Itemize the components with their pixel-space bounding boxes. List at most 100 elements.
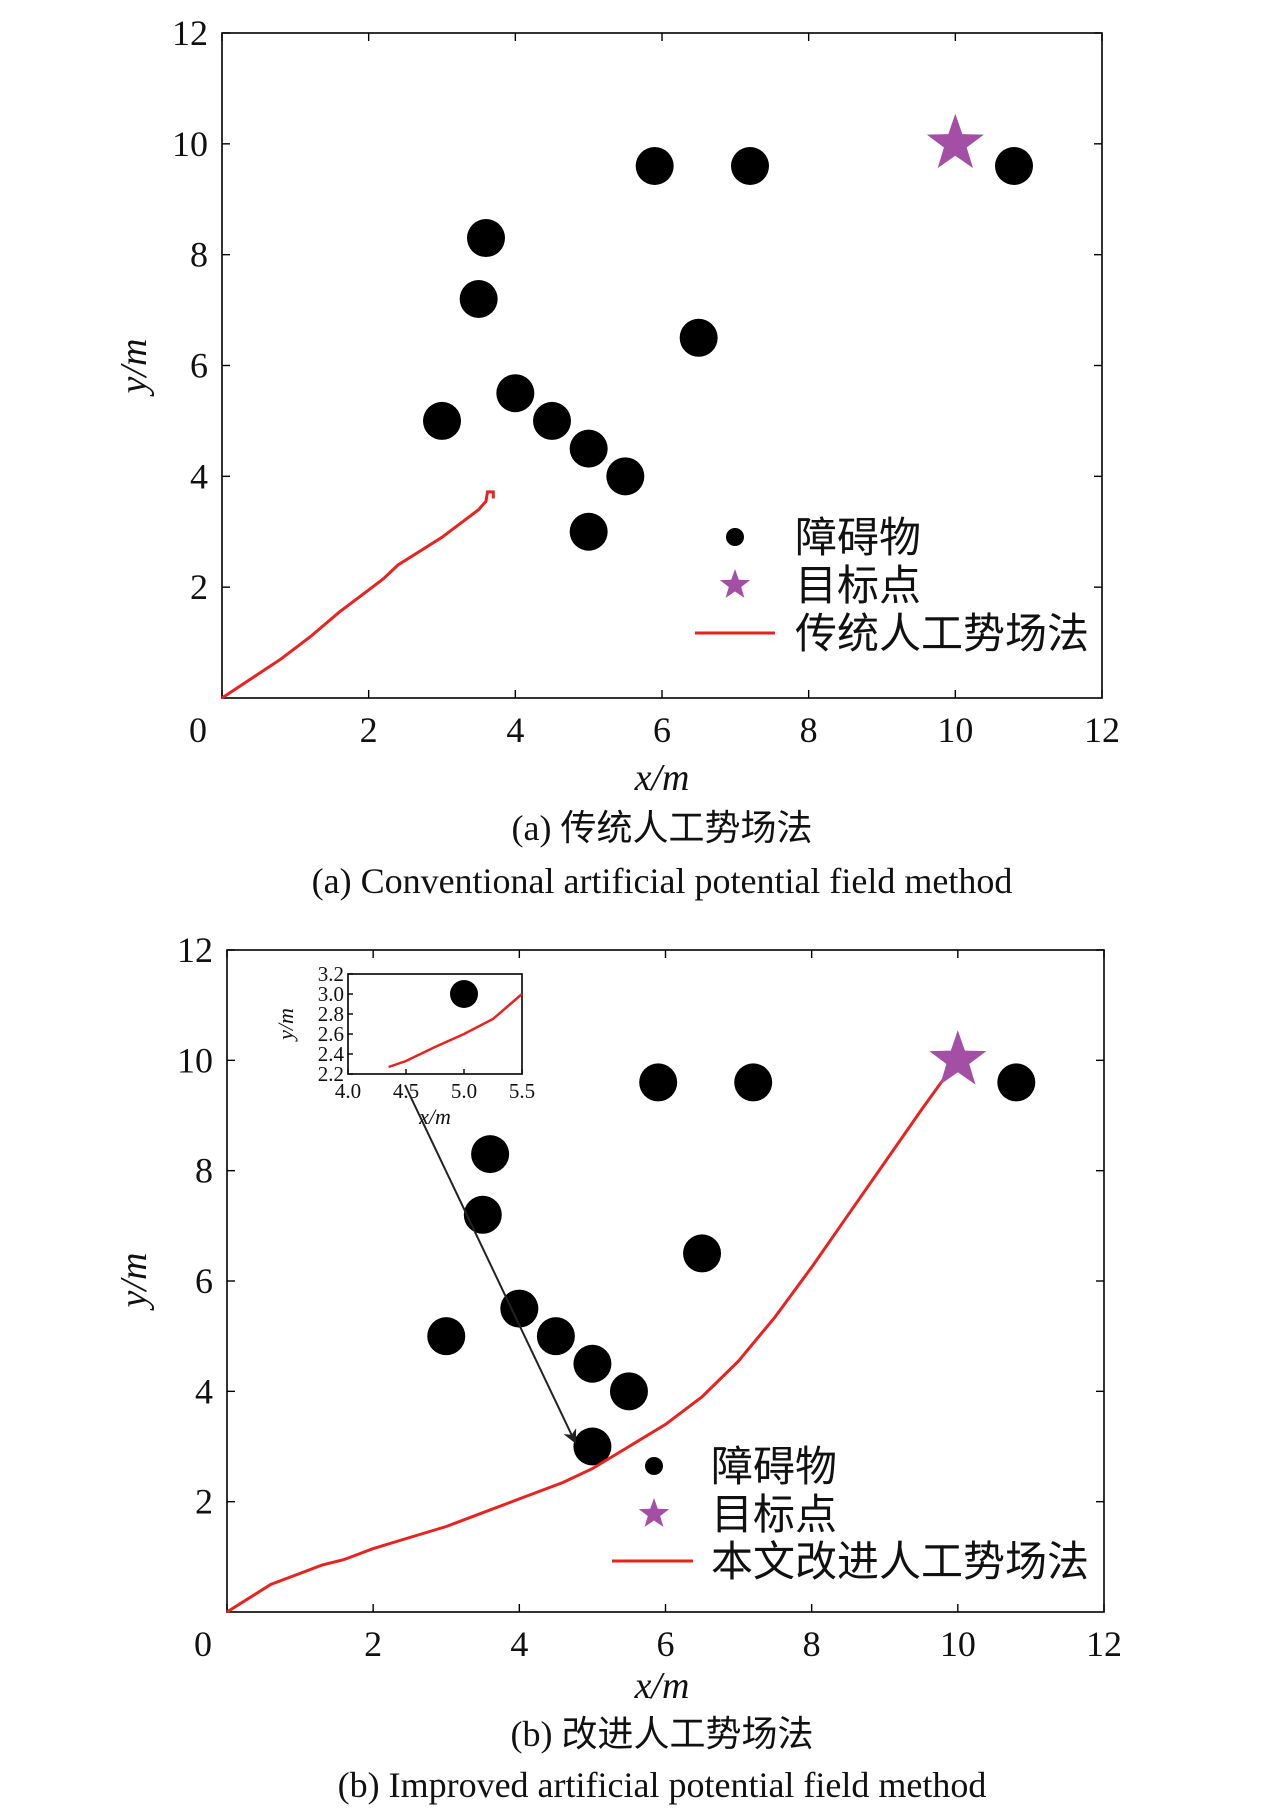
a-ytick-label: 12: [172, 13, 208, 53]
obstacle-point: [463, 1195, 502, 1234]
obstacle-point: [573, 1427, 612, 1466]
inset-ytick-label: 2.4: [318, 1042, 345, 1066]
caption-a-chinese: (a) 传统人工势场法: [512, 808, 813, 848]
a-ytick-label: 10: [172, 124, 208, 164]
obstacle-point: [467, 219, 505, 258]
legend-path-label: 本文改进人工势场法: [711, 1537, 1089, 1586]
plot-a-obstacles: [423, 147, 1033, 551]
a-xtick-label: 0: [189, 710, 207, 750]
obstacle-point: [471, 1135, 510, 1174]
obstacle-point: [997, 1063, 1036, 1102]
obstacle-point: [569, 429, 608, 468]
plot-b-x-axis-label: x/m: [634, 1665, 690, 1707]
a-xtick-label: 8: [800, 710, 818, 750]
obstacle-point: [536, 1317, 575, 1356]
obstacle-point: [569, 512, 608, 551]
obstacle-point: [639, 1063, 678, 1102]
inset-x-axis-label: x/m: [418, 1104, 451, 1129]
inset-ticks: [347, 973, 523, 1075]
inset-x-tick-labels: 4.0 4.5 5.0 5.5: [335, 1079, 535, 1103]
plot-a-path-line: [221, 490, 495, 700]
plot-b-obstacles: [427, 1063, 1036, 1466]
inset-ytick-label: 2.8: [318, 1002, 344, 1026]
caption-b-english: (b) Improved artificial potential field …: [338, 1765, 987, 1805]
legend-obstacle-marker: [726, 528, 744, 546]
b-xtick-label: 2: [364, 1624, 382, 1664]
plot-a-x-axis-label: x/m: [634, 757, 690, 799]
plot-b-y-axis-label: y/m: [113, 1253, 155, 1312]
b-xtick-label: 0: [194, 1624, 212, 1664]
a-xtick-label: 12: [1084, 710, 1120, 750]
a-ytick-label: 4: [190, 456, 208, 496]
b-xtick-label: 8: [803, 1624, 821, 1664]
legend-path-label: 传统人工势场法: [795, 609, 1089, 658]
legend-obstacle-marker: [645, 1457, 663, 1475]
plot-a-y-axis-label: y/m: [113, 339, 155, 398]
obstacle-point: [573, 1344, 612, 1383]
b-xtick-label: 10: [940, 1624, 976, 1664]
b-ytick-label: 10: [177, 1040, 213, 1080]
inset-obstacle-point: [450, 980, 478, 1008]
plot-a-goal-star: [926, 113, 984, 169]
plot-b-legend: 障碍物 目标点 本文改进人工势场法: [612, 1442, 1089, 1586]
inset-xtick-label: 5.5: [509, 1079, 535, 1103]
inset-xtick-label: 4.5: [393, 1079, 419, 1103]
inset-xtick-label: 5.0: [451, 1079, 477, 1103]
panel-b: 0 2 4 6 8 10 12 2 4 6 8 10 12: [113, 930, 1122, 1805]
legend-goal-label: 目标点: [711, 1490, 837, 1539]
plot-b-y-tick-labels: 2 4 6 8 10 12: [177, 930, 213, 1522]
zoom-arrow: [404, 1084, 577, 1444]
inset-ytick-label: 2.2: [318, 1062, 344, 1086]
plot-a-frame: [221, 32, 1103, 699]
b-xtick-label: 12: [1086, 1624, 1122, 1664]
inset-ytick-label: 2.6: [318, 1022, 344, 1046]
b-ytick-label: 2: [195, 1482, 213, 1522]
obstacle-point: [606, 457, 645, 496]
b-ytick-label: 8: [195, 1151, 213, 1191]
caption-b-chinese: (b) 改进人工势场法: [511, 1714, 814, 1754]
obstacle-point: [679, 318, 718, 357]
inset-xtick-label: 4.0: [335, 1079, 361, 1103]
plot-b-path-line: [226, 1059, 959, 1614]
plot-b-x-tick-labels: 0 2 4 6 8 10 12: [194, 1624, 1122, 1664]
a-xtick-label: 2: [360, 710, 378, 750]
a-ytick-label: 2: [190, 567, 208, 607]
inset-y-axis-label: y/m: [273, 1008, 298, 1042]
inset-y-tick-labels: 2.2 2.4 2.6 2.8 3.0 3.2: [318, 962, 345, 1086]
legend-goal-marker: [638, 1498, 670, 1527]
obstacle-point: [995, 147, 1033, 185]
a-ytick-label: 6: [190, 346, 208, 386]
caption-a-english: (a) Conventional artificial potential fi…: [312, 861, 1013, 901]
legend-obstacle-label: 障碍物: [795, 513, 921, 562]
plot-b-frame: [226, 949, 1105, 1613]
b-ytick-label: 4: [195, 1371, 213, 1411]
b-xtick-label: 4: [510, 1624, 528, 1664]
plot-b-goal-star: [929, 1030, 987, 1085]
plot-a-legend: 障碍物 目标点 传统人工势场法: [695, 513, 1089, 658]
plot-a-y-tick-labels: 2 4 6 8 10 12: [172, 13, 208, 607]
obstacle-point: [635, 147, 674, 185]
a-xtick-label: 4: [506, 710, 524, 750]
legend-obstacle-label: 障碍物: [711, 1442, 837, 1491]
inset-path-line: [388, 993, 523, 1069]
obstacle-point: [533, 401, 571, 440]
obstacle-point: [427, 1317, 466, 1356]
obstacle-point: [459, 280, 498, 318]
a-xtick-label: 10: [937, 710, 973, 750]
b-ytick-label: 6: [195, 1261, 213, 1301]
b-ytick-label: 12: [177, 930, 213, 970]
plot-a-ticks: [221, 32, 1103, 698]
a-xtick-label: 6: [653, 710, 671, 750]
plot-a-x-tick-labels: 0 2 4 6 8 10 12: [189, 710, 1120, 750]
obstacle-point: [496, 374, 535, 413]
panel-a: 0 2 4 6 8 10 12 2 4 6 8 10 12: [113, 13, 1120, 901]
obstacle-point: [609, 1372, 648, 1411]
plot-b-inset: 4.0 4.5 5.0 5.5 2.2 2.4 2.6 2.8 3.0 3.2 …: [273, 962, 535, 1129]
legend-goal-marker: [719, 569, 751, 598]
b-xtick-label: 6: [657, 1624, 675, 1664]
obstacle-point: [683, 1234, 722, 1273]
obstacle-point: [731, 147, 769, 185]
inset-ytick-label: 3.0: [318, 982, 344, 1006]
